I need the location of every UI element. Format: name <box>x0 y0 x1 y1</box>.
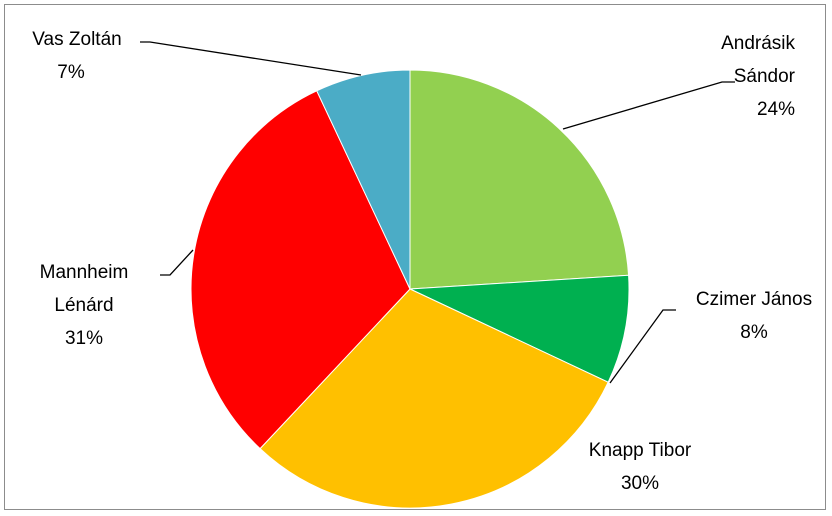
pie-slices <box>190 69 630 509</box>
leader-line <box>609 309 676 384</box>
slice-label-percent: 24% <box>757 99 795 120</box>
slice-label-name: Vas Zoltán <box>32 29 121 50</box>
slice-label-percent: 30% <box>621 473 659 494</box>
pie-slice <box>259 288 609 509</box>
leader-line <box>160 249 194 276</box>
leader-line <box>140 41 362 76</box>
pie-slice <box>316 69 411 290</box>
slice-label-name-line2: Lénárd <box>54 295 113 316</box>
leader-line <box>562 81 735 130</box>
pie-slice <box>409 274 630 383</box>
slice-label-percent: 7% <box>57 62 85 83</box>
slice-label-name: Czimer János <box>696 289 812 310</box>
slice-label-name-line2: Sándor <box>734 66 796 87</box>
slice-label-name: Knapp Tibor <box>589 440 692 461</box>
pie-slice <box>409 69 630 290</box>
slice-label-name-line1: Mannheim <box>40 262 129 283</box>
slice-label-name-line1: Andrásik <box>721 33 795 54</box>
slice-label-percent: 31% <box>65 328 103 349</box>
slice-label-percent: 8% <box>740 322 768 343</box>
leader-lines <box>140 41 735 384</box>
pie-slice <box>190 90 411 450</box>
